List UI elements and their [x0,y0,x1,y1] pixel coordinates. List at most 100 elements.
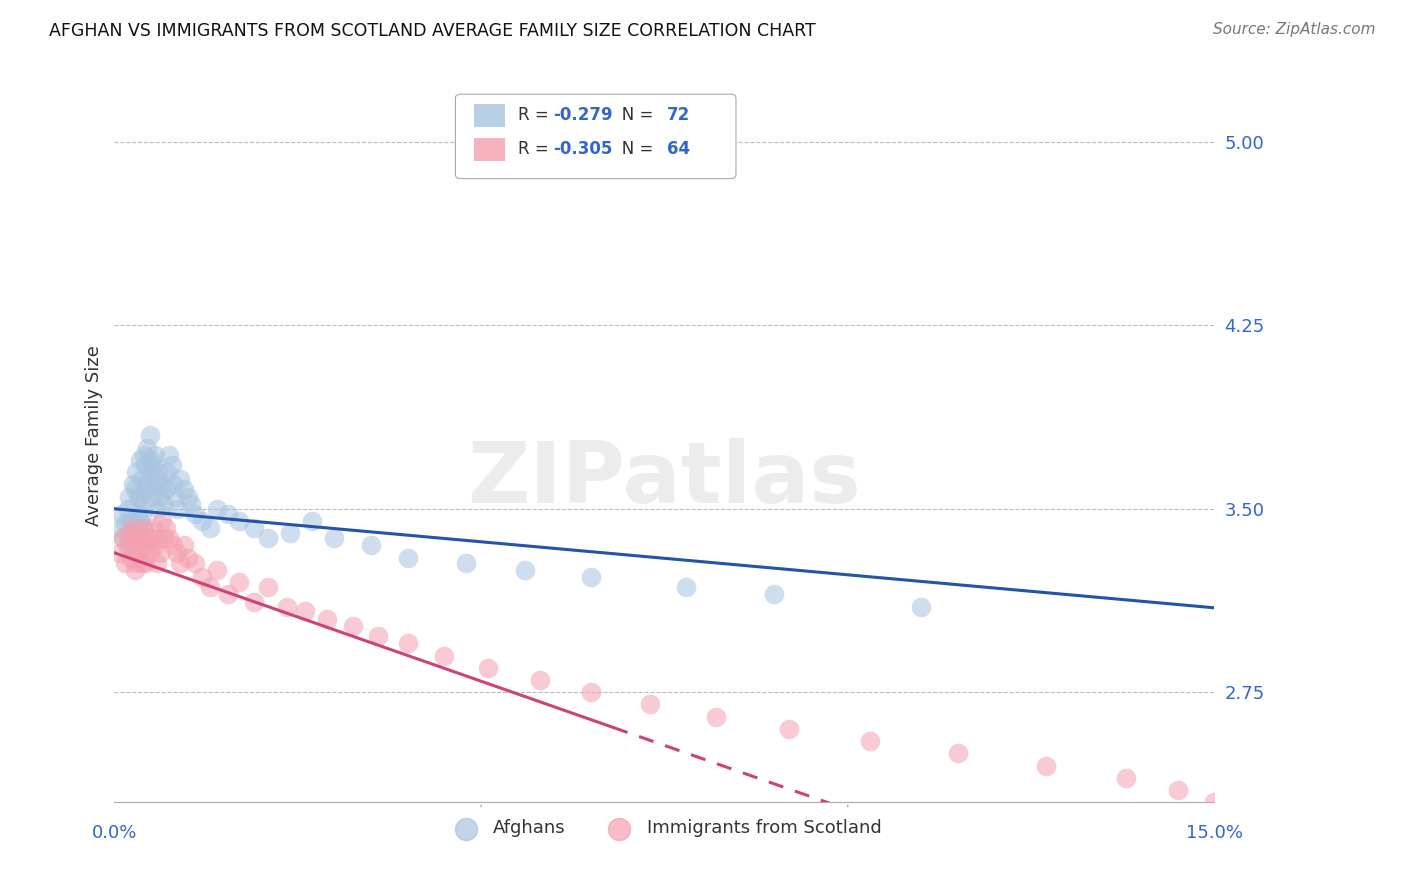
Point [153,531,176,545]
Point [301,514,323,528]
Point [132,482,155,496]
Point [127,507,149,521]
Point [124,538,146,552]
Point [125,531,148,545]
Point [129,490,152,504]
Point [149,546,172,560]
Point [139,490,162,504]
Point [342,619,364,633]
Point [150,514,173,528]
Point [124,482,146,496]
Point [946,747,969,761]
Point [155,521,177,535]
Point [136,441,159,455]
Point [242,595,264,609]
Point [360,538,382,552]
Point [114,556,136,570]
Point [136,477,159,491]
Point [1035,758,1057,772]
Point [139,531,162,545]
Point [169,556,191,570]
Point [859,734,882,748]
Point [117,501,139,516]
Point [184,556,207,570]
Point [117,538,139,552]
Point [579,685,602,699]
Point [638,698,661,712]
Point [396,636,419,650]
Point [1115,771,1137,785]
Point [112,531,135,545]
Point [153,497,176,511]
Point [112,531,135,545]
Point [146,556,169,570]
Point [141,521,163,535]
Point [139,453,162,467]
Text: ZIPatlas: ZIPatlas [468,438,862,521]
Point [1167,783,1189,797]
Point [138,465,160,479]
Point [169,472,191,486]
Point [173,482,195,496]
Point [134,531,156,545]
Point [129,550,152,565]
Point [1218,807,1240,822]
Point [134,556,156,570]
Point [132,521,155,535]
Point [138,428,160,442]
Point [228,514,250,528]
Point [150,477,173,491]
Point [132,521,155,535]
Point [131,472,153,486]
Point [763,587,786,601]
Text: 15.0%: 15.0% [1187,824,1243,842]
Point [177,490,200,504]
Point [120,550,142,565]
Point [127,526,149,541]
Text: Source: ZipAtlas.com: Source: ZipAtlas.com [1212,22,1375,37]
Point [579,570,602,584]
Point [242,521,264,535]
Point [111,507,134,521]
Point [120,514,142,528]
Point [280,526,302,541]
Point [198,521,221,535]
Point [704,709,727,723]
Point [778,722,800,736]
Point [121,521,143,535]
Point [198,580,221,594]
Point [129,453,152,467]
Text: -0.279: -0.279 [554,106,613,124]
Text: 64: 64 [666,140,690,158]
Point [166,546,188,560]
Point [134,497,156,511]
Text: R =: R = [519,106,554,124]
Point [117,538,139,552]
Point [124,563,146,577]
Point [191,570,214,584]
Point [121,531,143,545]
Point [129,514,152,528]
Point [156,465,179,479]
Point [136,538,159,552]
Point [910,599,932,614]
Point [323,531,346,545]
Point [173,538,195,552]
Point [162,477,184,491]
Point [118,490,141,504]
Text: -0.305: -0.305 [554,140,613,158]
Point [127,546,149,560]
Point [143,482,166,496]
Point [367,629,389,643]
Point [125,556,148,570]
Point [180,497,202,511]
Point [529,673,551,687]
Point [177,550,200,565]
Point [316,612,339,626]
Point [257,531,280,545]
Point [138,546,160,560]
Point [155,482,177,496]
Point [110,546,132,560]
Point [141,458,163,472]
Point [131,538,153,552]
